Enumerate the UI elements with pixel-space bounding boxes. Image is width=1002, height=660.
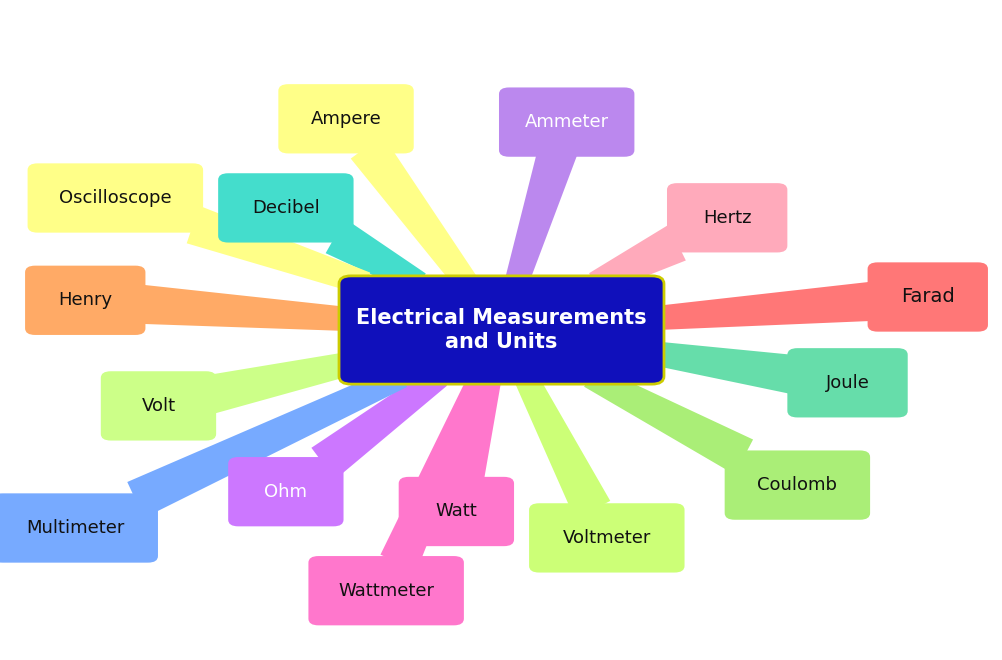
Polygon shape	[514, 371, 609, 519]
FancyBboxPatch shape	[666, 183, 787, 252]
Text: Decibel: Decibel	[252, 199, 320, 217]
Text: Oscilloscope: Oscilloscope	[59, 189, 171, 207]
Text: Wattmeter: Wattmeter	[338, 581, 434, 600]
Polygon shape	[588, 225, 685, 294]
FancyBboxPatch shape	[28, 164, 202, 233]
Text: Electrical Measurements
and Units: Electrical Measurements and Units	[356, 308, 646, 352]
Polygon shape	[134, 284, 352, 331]
FancyBboxPatch shape	[787, 348, 907, 418]
Text: Multimeter: Multimeter	[26, 519, 124, 537]
FancyBboxPatch shape	[309, 556, 464, 626]
Polygon shape	[127, 366, 407, 518]
Polygon shape	[186, 206, 370, 295]
Text: Watt: Watt	[435, 502, 477, 521]
Polygon shape	[201, 352, 354, 414]
Text: Voltmeter: Voltmeter	[562, 529, 650, 547]
FancyBboxPatch shape	[529, 503, 683, 573]
Text: Joule: Joule	[825, 374, 869, 392]
Polygon shape	[380, 372, 491, 571]
FancyBboxPatch shape	[25, 265, 145, 335]
Polygon shape	[311, 367, 447, 480]
Text: Ampere: Ampere	[311, 110, 381, 128]
Text: Volt: Volt	[141, 397, 175, 415]
FancyBboxPatch shape	[227, 457, 343, 527]
FancyBboxPatch shape	[867, 262, 987, 331]
FancyBboxPatch shape	[278, 84, 414, 154]
Polygon shape	[649, 341, 800, 395]
Text: Ohm: Ohm	[265, 482, 307, 501]
FancyBboxPatch shape	[0, 494, 158, 562]
Polygon shape	[444, 374, 501, 488]
Polygon shape	[650, 281, 879, 330]
Text: Hertz: Hertz	[702, 209, 750, 227]
Polygon shape	[583, 366, 753, 475]
Text: Henry: Henry	[58, 291, 112, 310]
FancyBboxPatch shape	[100, 371, 216, 441]
Text: Farad: Farad	[900, 288, 954, 306]
Polygon shape	[326, 218, 425, 294]
Polygon shape	[504, 145, 576, 287]
FancyBboxPatch shape	[723, 450, 870, 520]
FancyBboxPatch shape	[399, 477, 514, 546]
FancyBboxPatch shape	[217, 173, 353, 242]
FancyBboxPatch shape	[339, 276, 663, 384]
FancyBboxPatch shape	[498, 88, 634, 157]
Text: Ammeter: Ammeter	[524, 113, 608, 131]
Polygon shape	[351, 135, 477, 291]
Text: Coulomb: Coulomb	[757, 476, 837, 494]
